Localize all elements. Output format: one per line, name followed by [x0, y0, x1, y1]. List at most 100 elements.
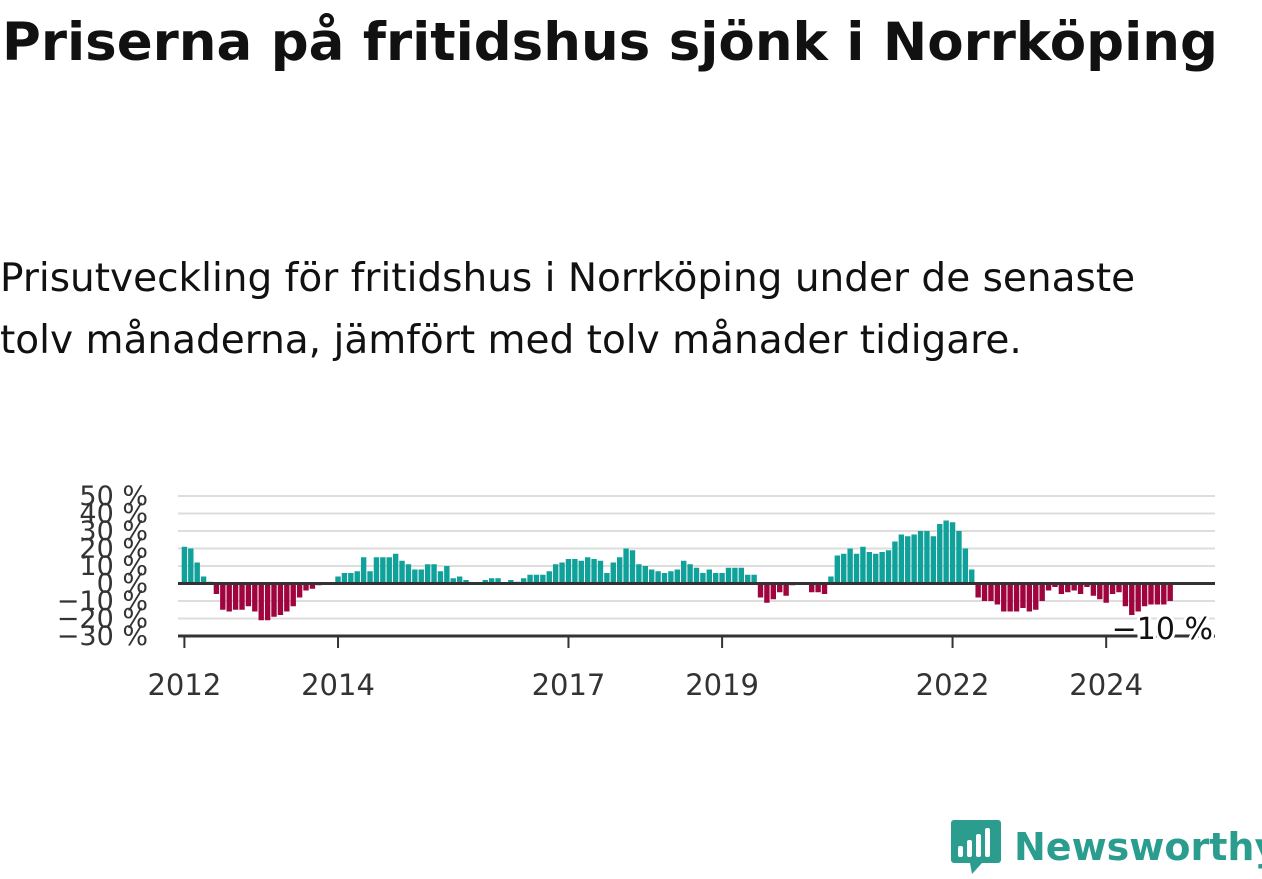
bar — [578, 560, 584, 584]
bar — [1097, 583, 1103, 600]
bar — [751, 574, 757, 584]
bar — [597, 560, 604, 584]
bar — [860, 546, 866, 584]
bar — [1161, 583, 1167, 605]
bar — [1001, 583, 1007, 612]
bar — [975, 583, 981, 598]
y-tick-label: 40 % — [79, 499, 148, 530]
bar — [764, 583, 770, 603]
bar — [450, 578, 456, 584]
bar — [809, 583, 815, 593]
bar — [757, 583, 764, 598]
axes — [178, 582, 1215, 638]
bars — [181, 520, 1173, 621]
bar — [540, 574, 546, 584]
bar — [604, 573, 610, 584]
bar — [245, 583, 252, 607]
bar — [194, 562, 200, 584]
bar — [911, 534, 917, 584]
bar — [412, 569, 418, 584]
bar — [284, 583, 290, 612]
bar — [213, 583, 220, 594]
bar — [885, 550, 892, 584]
x-tick-label: 2012 — [147, 668, 221, 702]
y-tick-label: 10 % — [79, 551, 148, 582]
bar-chart: 50 %40 %30 %20 %10 %0 %−10 %−20 %−30 % 2… — [57, 481, 1216, 702]
bar — [1135, 583, 1141, 612]
x-tick-label: 2024 — [1069, 668, 1143, 702]
chart-title: Priserna på fritidshus sjönk i Norrköpin… — [2, 12, 1218, 73]
y-tick-label: −30 % — [57, 621, 148, 652]
bar — [290, 583, 296, 607]
y-tick-label: 30 % — [79, 516, 148, 547]
bar — [373, 557, 380, 584]
bar — [239, 583, 245, 610]
bar — [1141, 583, 1148, 607]
bar — [1007, 583, 1013, 612]
bar — [623, 548, 629, 584]
bar — [533, 574, 540, 584]
bar — [252, 583, 258, 612]
bar — [1033, 583, 1039, 610]
newsworthy-logo: Newsworthy — [950, 818, 1262, 876]
bar — [264, 583, 271, 621]
bar — [937, 524, 943, 584]
bar — [828, 576, 834, 584]
bar — [488, 578, 495, 584]
bar — [348, 573, 354, 584]
bar — [463, 580, 469, 584]
bar — [1167, 583, 1173, 601]
bar — [424, 564, 431, 584]
bar — [1090, 583, 1097, 596]
bar — [732, 567, 738, 584]
bar — [1109, 583, 1116, 594]
bar — [546, 571, 552, 584]
bar — [437, 571, 444, 584]
bar — [834, 555, 841, 584]
bar — [495, 578, 501, 584]
bar — [309, 583, 316, 589]
bar — [1148, 583, 1154, 605]
bar — [380, 557, 386, 584]
bar — [642, 566, 648, 584]
y-axis-labels: 50 %40 %30 %20 %10 %0 %−10 %−20 %−30 % — [57, 481, 148, 652]
bar — [399, 560, 405, 584]
x-tick-label: 2022 — [916, 668, 990, 702]
bar — [1052, 583, 1058, 587]
bar — [898, 534, 905, 584]
bar — [719, 573, 725, 584]
bar — [892, 541, 898, 584]
bar — [1103, 583, 1109, 603]
bar — [200, 576, 207, 584]
x-tick-label: 2014 — [301, 668, 375, 702]
bar — [559, 562, 565, 584]
bar — [181, 546, 188, 584]
bar — [482, 580, 488, 584]
bar — [943, 520, 949, 584]
bar — [706, 569, 712, 584]
bar — [905, 536, 911, 584]
bar — [1077, 583, 1084, 594]
bar — [271, 583, 277, 617]
bar — [392, 553, 399, 584]
bar — [226, 583, 232, 612]
bar — [917, 531, 924, 584]
bar — [610, 562, 616, 584]
bar — [687, 564, 693, 584]
bar — [303, 583, 309, 591]
bar — [738, 567, 745, 584]
bar — [1013, 583, 1020, 612]
bar — [962, 548, 969, 584]
bar — [655, 571, 661, 584]
bar — [1084, 583, 1090, 587]
x-tick-label: 2017 — [532, 668, 606, 702]
bar — [949, 522, 956, 584]
bar — [360, 557, 367, 584]
grid-lines — [178, 495, 1215, 620]
bar — [956, 531, 962, 584]
x-tick-label: 2019 — [685, 668, 759, 702]
bar — [693, 567, 700, 584]
y-tick-label: 50 % — [79, 481, 148, 512]
bar — [232, 583, 239, 610]
bar — [1026, 583, 1033, 612]
